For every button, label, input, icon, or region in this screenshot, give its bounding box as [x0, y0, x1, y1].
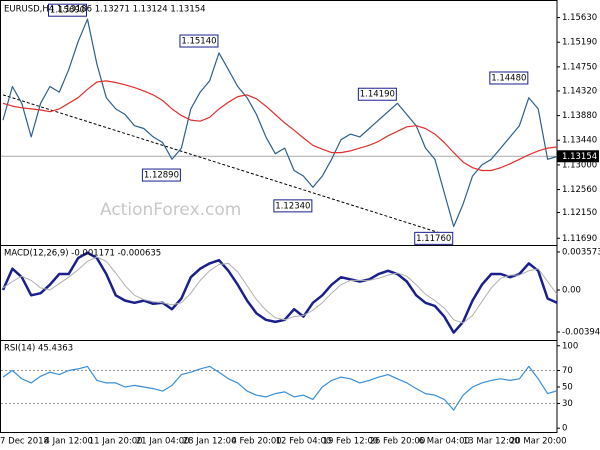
- y-tick-label: 30: [562, 399, 573, 409]
- y-tick-label: 1.14320: [562, 86, 597, 96]
- price-annotation: 1.11760: [416, 234, 451, 244]
- price-annotation-box: [273, 199, 313, 213]
- y-tick-label: 0.00: [562, 285, 581, 295]
- series-line: [2, 365, 558, 411]
- price-annotation-box: [48, 3, 88, 17]
- price-annotation-box: [357, 87, 397, 101]
- x-tick-label: 12 Feb 04:00: [276, 437, 332, 447]
- y-tick-label: 1.11690: [562, 234, 597, 244]
- y-tick-label: -0.003945: [562, 327, 600, 337]
- x-tick-label: 13 Mar 12:00: [463, 437, 520, 447]
- y-tick-label: 1.15630: [562, 13, 597, 23]
- price-annotation: 1.12890: [144, 171, 179, 181]
- price-annotation-box: [489, 71, 529, 85]
- y-tick-label: 0.003573: [562, 247, 600, 257]
- price-annotation-box: [141, 168, 181, 182]
- trendline: [2, 94, 445, 235]
- y-tick-label: 1.13880: [562, 111, 597, 121]
- price-annotation: 1.14190: [360, 90, 395, 100]
- x-tick-label: 11 Jan 20:00: [89, 437, 143, 447]
- y-tick-label: 1.13440: [562, 136, 597, 146]
- price-annotation: 1.15690: [50, 6, 85, 16]
- series-line: [2, 18, 558, 228]
- y-tick-label: 70: [562, 366, 573, 376]
- series-line: [2, 256, 558, 324]
- x-tick-label: 28 Jan 12:00: [183, 437, 237, 447]
- y-tick-label: 1.12150: [562, 208, 597, 218]
- last-price-label: 1.13154: [562, 152, 597, 162]
- panel-title: MACD(12,26,9) -0.001171 -0.000635: [4, 249, 161, 259]
- price-annotation: 1.14480: [491, 73, 526, 83]
- price-annotation-box: [179, 34, 219, 48]
- price-annotation: 1.12340: [275, 201, 310, 211]
- x-tick-label: 6 Mar 04:00: [419, 437, 470, 447]
- series-line: [2, 80, 558, 172]
- y-tick-label: 1.13000: [562, 160, 597, 170]
- y-tick-label: 50: [562, 383, 573, 393]
- price-annotation-box: [414, 231, 454, 245]
- panel-title: EURUSD,H4 1.13186 1.13271 1.13124 1.1315…: [4, 5, 206, 15]
- y-tick-label: 1.12560: [562, 185, 597, 195]
- x-tick-label: 21 Jan 04:00: [136, 437, 190, 447]
- y-tick-label: 1.14750: [562, 62, 597, 72]
- x-tick-label: 26 Feb 20:00: [369, 437, 425, 447]
- y-tick-label: 1.15190: [562, 38, 597, 48]
- y-tick-label: 100: [562, 341, 578, 351]
- plot-frame: [0, 0, 558, 433]
- watermark: ActionForex.com: [100, 200, 241, 220]
- price-annotation: 1.15140: [181, 37, 216, 47]
- x-tick-label: 20 Mar 20:00: [510, 437, 567, 447]
- last-price-box: [557, 150, 599, 163]
- panel-title: RSI(14) 45.4363: [4, 344, 73, 354]
- x-tick-label: 4 Feb 20:00: [231, 437, 281, 447]
- x-tick-label: 4 Jan 12:00: [45, 437, 93, 447]
- y-tick-label: 0: [562, 424, 567, 434]
- x-tick-label: 27 Dec 2018: [0, 437, 49, 447]
- x-tick-label: 19 Feb 12:00: [323, 437, 379, 447]
